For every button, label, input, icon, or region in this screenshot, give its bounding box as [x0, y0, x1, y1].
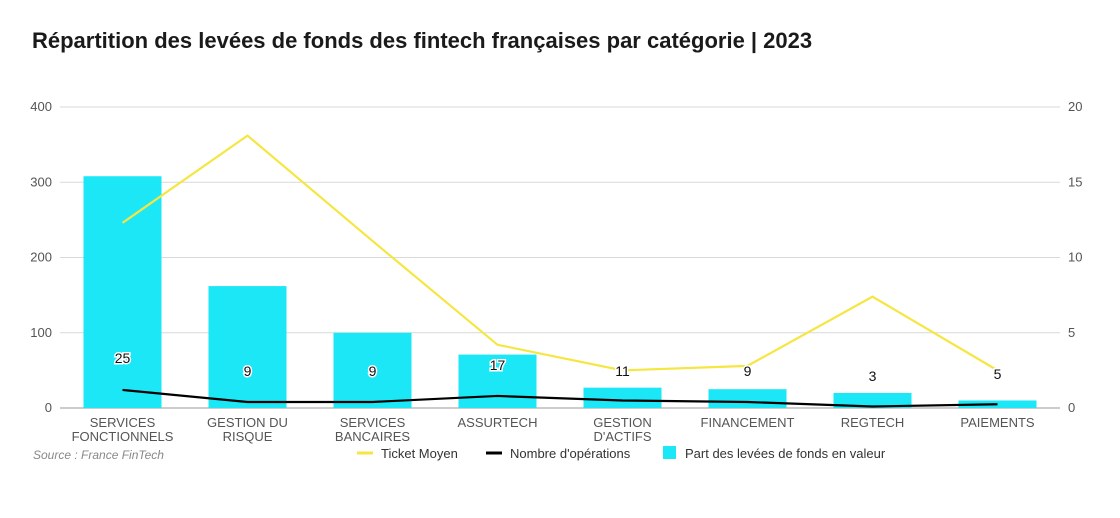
bar [583, 387, 662, 408]
data-labels: 25 9 9 17 11 9 3 5 [113, 349, 1003, 386]
operations-data-label: 25 [115, 350, 131, 366]
legend-swatch [663, 446, 676, 459]
bar [208, 286, 287, 408]
bar [458, 354, 537, 408]
left-axis-tick: 300 [30, 174, 52, 189]
axes: 010020030040005101520SERVICESFONCTIONNEL… [30, 99, 1082, 444]
category-label: ASSURTECH [458, 415, 538, 430]
right-axis-tick: 5 [1068, 325, 1075, 340]
left-axis-tick: 0 [45, 400, 52, 415]
bar [708, 389, 787, 408]
operations-data-label: 11 [615, 363, 630, 379]
legend-label: Ticket Moyen [381, 446, 458, 461]
category-label: SERVICES [340, 415, 406, 430]
category-label: SERVICES [90, 415, 156, 430]
left-axis-tick: 400 [30, 99, 52, 114]
bar [833, 392, 912, 408]
category-label: PAIEMENTS [960, 415, 1034, 430]
operations-data-label: 9 [369, 363, 377, 379]
right-axis-tick: 0 [1068, 400, 1075, 415]
source-note: Source : France FinTech [33, 448, 164, 462]
category-label: REGTECH [841, 415, 905, 430]
operations-data-label: 9 [744, 363, 752, 379]
bar-series [83, 176, 1037, 408]
chart-title: Répartition des levées de fonds des fint… [32, 28, 813, 53]
operations-data-label: 3 [869, 368, 877, 384]
category-label: FONCTIONNELS [72, 429, 174, 444]
operations-data-label: 17 [490, 357, 506, 373]
right-axis-tick: 20 [1068, 99, 1082, 114]
legend-label: Part des levées de fonds en valeur [685, 446, 886, 461]
operations-data-label: 9 [244, 363, 252, 379]
operations-data-label: 5 [994, 366, 1002, 382]
left-axis-tick: 100 [30, 325, 52, 340]
category-label: GESTION [593, 415, 652, 430]
nombre-operations-line [122, 388, 998, 408]
left-axis-tick: 200 [30, 250, 52, 265]
category-label: D'ACTIFS [593, 429, 651, 444]
category-label: BANCAIRES [335, 429, 410, 444]
legend-label: Nombre d'opérations [510, 446, 631, 461]
bar [333, 332, 412, 408]
category-label: RISQUE [223, 429, 273, 444]
category-label: FINANCEMENT [701, 415, 795, 430]
ticket-moyen-line [121, 134, 999, 372]
line-series [121, 134, 999, 408]
right-axis-tick: 10 [1068, 250, 1082, 265]
bar [83, 176, 162, 408]
category-label: GESTION DU [207, 415, 288, 430]
legend: Ticket Moyen Nombre d'opérations Part des … [357, 446, 886, 461]
right-axis-tick: 15 [1068, 174, 1082, 189]
